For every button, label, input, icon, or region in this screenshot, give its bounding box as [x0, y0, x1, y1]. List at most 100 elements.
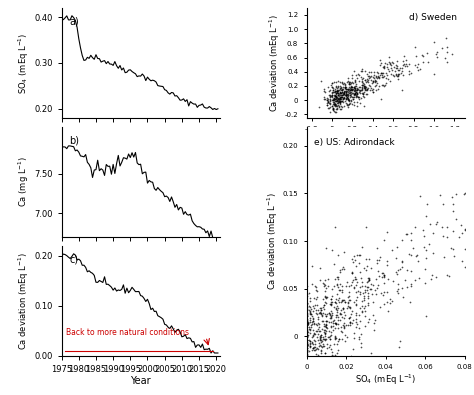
Point: [328, 312, 336, 318]
Point: [306, 362, 313, 369]
Point: [305, 362, 312, 369]
Point: [332, 90, 339, 96]
Point: [345, 292, 352, 299]
Point: [330, 107, 337, 114]
Point: [317, 332, 324, 338]
Point: [322, 320, 330, 327]
Point: [338, 287, 346, 293]
Point: [417, 193, 424, 199]
Point: [334, 97, 342, 103]
Point: [313, 345, 321, 352]
Point: [356, 312, 363, 318]
Point: [337, 96, 344, 102]
Point: [346, 94, 354, 100]
Point: [366, 286, 374, 292]
Point: [371, 83, 379, 90]
Point: [328, 106, 336, 113]
Point: [351, 329, 358, 336]
Point: [357, 275, 365, 281]
Point: [364, 295, 371, 301]
Point: [351, 91, 359, 98]
Point: [399, 62, 407, 68]
Point: [304, 320, 312, 326]
Point: [333, 312, 340, 318]
Point: [413, 252, 420, 259]
Point: [369, 77, 377, 84]
Point: [440, 254, 447, 260]
Point: [311, 283, 319, 290]
Point: [394, 71, 402, 77]
Point: [319, 280, 327, 286]
Point: [369, 78, 376, 85]
Point: [398, 237, 406, 243]
Point: [325, 88, 333, 94]
Point: [303, 366, 310, 372]
Point: [346, 87, 354, 93]
Point: [314, 311, 321, 317]
Point: [316, 328, 324, 334]
Point: [389, 72, 397, 78]
Point: [395, 70, 402, 77]
Point: [377, 96, 385, 103]
Point: [321, 277, 329, 283]
Point: [319, 296, 327, 302]
Point: [348, 308, 356, 314]
Point: [398, 285, 405, 292]
Point: [358, 76, 365, 82]
Point: [334, 96, 342, 102]
Point: [317, 350, 325, 357]
Point: [336, 269, 344, 275]
Point: [327, 333, 334, 339]
Point: [349, 96, 357, 102]
Point: [335, 299, 342, 306]
Point: [303, 333, 310, 340]
Point: [346, 87, 354, 93]
Point: [363, 85, 371, 92]
Point: [328, 299, 336, 306]
Point: [332, 95, 339, 102]
Point: [307, 317, 314, 323]
Point: [338, 289, 346, 295]
Point: [352, 83, 359, 90]
Point: [342, 96, 350, 102]
Point: [347, 87, 355, 94]
Point: [346, 304, 354, 310]
Point: [422, 213, 429, 219]
Point: [326, 312, 334, 318]
Point: [303, 318, 310, 325]
Point: [351, 89, 359, 96]
Point: [304, 320, 312, 326]
Point: [334, 284, 342, 291]
Point: [331, 335, 338, 342]
Point: [310, 305, 318, 311]
Point: [339, 305, 347, 311]
Point: [337, 100, 344, 107]
Point: [361, 307, 369, 314]
Point: [350, 87, 358, 93]
Point: [332, 109, 340, 115]
Point: [386, 60, 394, 66]
Point: [334, 92, 341, 98]
Point: [328, 102, 336, 109]
Point: [361, 68, 369, 74]
Point: [383, 289, 391, 295]
Point: [331, 93, 338, 100]
Point: [422, 247, 430, 253]
Point: [306, 327, 313, 333]
Point: [335, 98, 343, 104]
Point: [337, 310, 344, 316]
Point: [374, 73, 382, 79]
Point: [433, 53, 441, 60]
Point: [356, 87, 363, 93]
Point: [412, 53, 420, 59]
Point: [398, 259, 406, 265]
Point: [316, 265, 323, 272]
Point: [347, 92, 355, 99]
Point: [395, 67, 403, 73]
Point: [346, 92, 354, 98]
Point: [361, 289, 368, 295]
Point: [340, 103, 348, 109]
Point: [380, 237, 388, 244]
Point: [332, 94, 339, 101]
Point: [303, 337, 310, 343]
